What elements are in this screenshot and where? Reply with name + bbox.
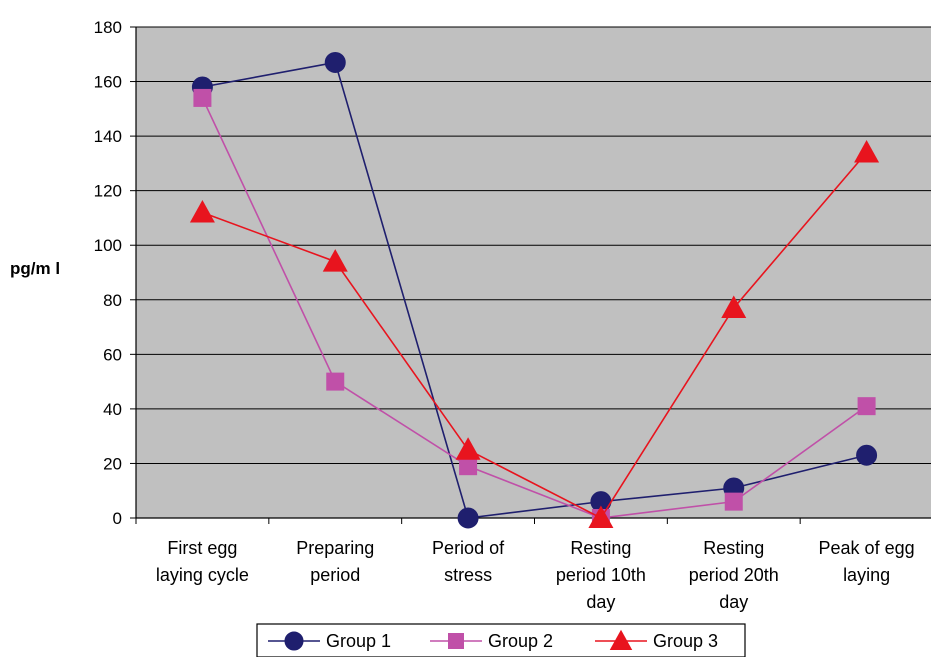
- x-category-label: laying: [843, 565, 890, 585]
- data-point: [455, 437, 481, 460]
- legend-label: Group 3: [653, 631, 718, 651]
- y-tick-label: 20: [103, 454, 122, 473]
- data-point: [721, 295, 747, 318]
- series-line: [202, 151, 868, 520]
- x-axis-categories: First egg laying cycle Preparing period Peri…: [135, 518, 915, 612]
- y-tick-label: 80: [103, 291, 122, 310]
- legend: Group 1 Group 2 Group 3: [256, 623, 746, 657]
- legend-marker: [448, 633, 464, 649]
- data-point: [459, 457, 478, 476]
- y-tick-label: 60: [103, 345, 122, 364]
- y-tick-label: 40: [103, 400, 122, 419]
- x-category-label: period 20th: [689, 565, 779, 585]
- y-tick-label: 120: [94, 182, 122, 201]
- y-axis-ticks: 0 20 40 60 80 100 120 140 160 180: [94, 18, 136, 528]
- x-category-label: Resting: [570, 538, 631, 558]
- x-category-label: laying cycle: [156, 565, 249, 585]
- data-point: [854, 139, 880, 163]
- x-category-label: Resting: [703, 538, 764, 558]
- y-tick-label: 180: [94, 18, 122, 37]
- legend-marker: [284, 631, 304, 651]
- series-3: [189, 139, 880, 528]
- series-line: [202, 61, 867, 519]
- y-tick-label: 160: [94, 73, 122, 92]
- x-category-label: period 10th: [556, 565, 646, 585]
- x-category-label: Preparing: [296, 538, 374, 558]
- data-point: [193, 88, 212, 107]
- series-group: [189, 51, 880, 529]
- y-tick-label: 0: [113, 509, 122, 528]
- data-point: [857, 397, 876, 416]
- series-line: [201, 97, 868, 519]
- x-category-label: stress: [444, 565, 492, 585]
- data-point: [189, 199, 215, 223]
- data-point: [856, 444, 878, 466]
- legend-label: Group 2: [488, 631, 553, 651]
- y-tick-label: 100: [94, 236, 122, 255]
- gridlines: [136, 26, 931, 464]
- data-point: [457, 507, 479, 529]
- legend-box: [256, 623, 746, 657]
- legend-marker: [609, 629, 633, 650]
- x-category-label: day: [719, 592, 748, 612]
- data-point: [324, 51, 346, 73]
- data-point: [322, 249, 348, 272]
- data-point: [588, 505, 614, 528]
- x-category-label: First egg: [167, 538, 237, 558]
- legend-label: Group 1: [326, 631, 391, 651]
- x-category-label: Period of: [432, 538, 505, 558]
- x-category-label: period: [310, 565, 360, 585]
- y-tick-label: 140: [94, 127, 122, 146]
- data-point: [724, 492, 743, 511]
- x-category-label: day: [586, 592, 615, 612]
- y-axis-label: pg/m l: [10, 259, 60, 278]
- x-category-label: Peak of egg: [819, 538, 915, 558]
- data-point: [326, 372, 345, 391]
- plot-area: [136, 27, 931, 518]
